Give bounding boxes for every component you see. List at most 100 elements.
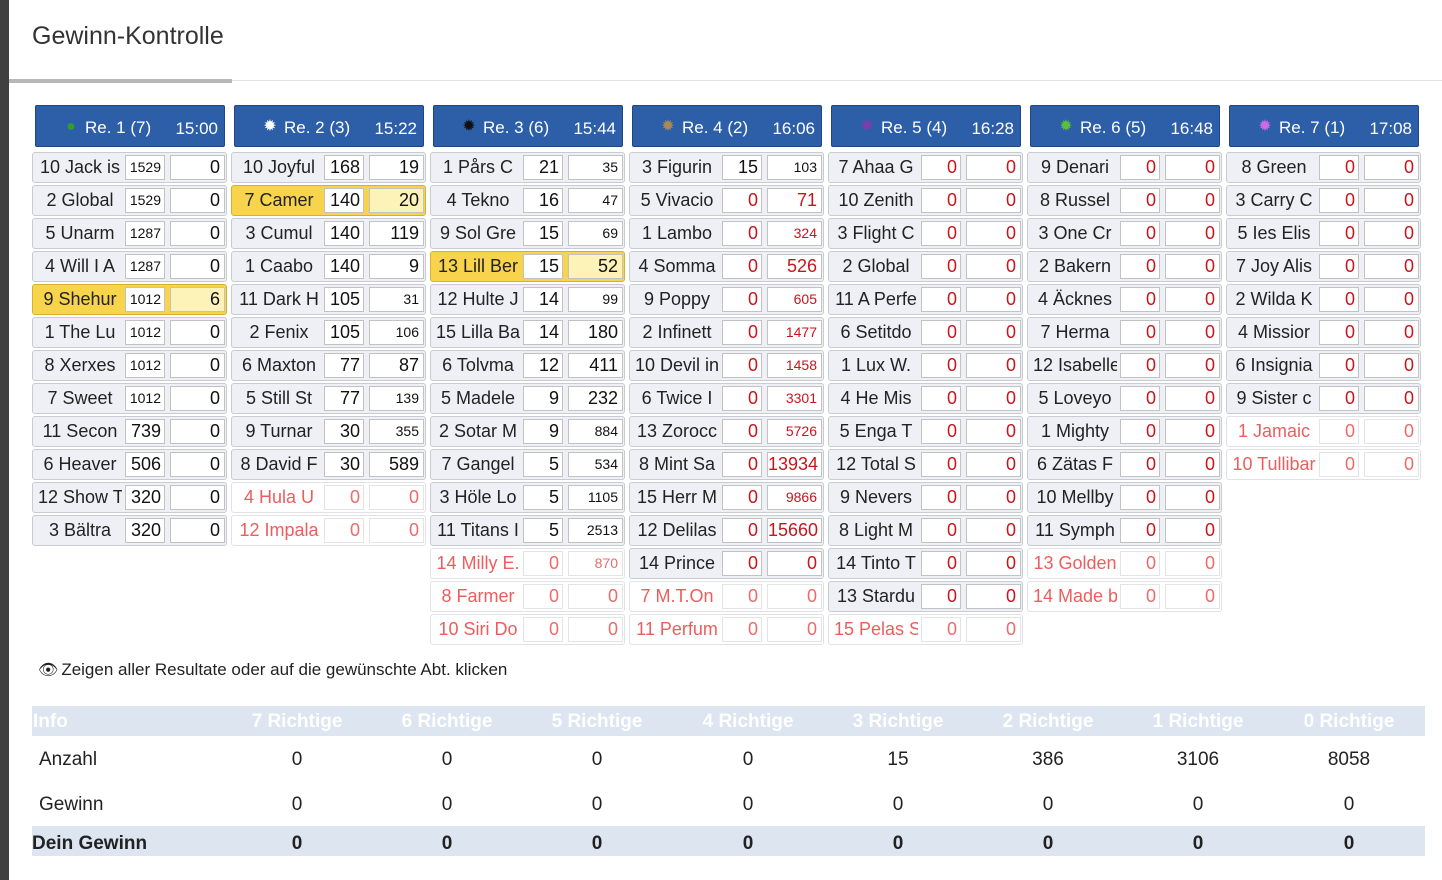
horse-row[interactable]: 6 Tolvma 12 411 [430,350,625,381]
horse-row[interactable]: 3 Bältra 320 0 [32,515,227,546]
horse-row[interactable]: 7 Gangel 5 534 [430,449,625,480]
horse-row[interactable]: 8 Farmer 0 0 [430,581,625,612]
horse-row[interactable]: 9 Shehur 1012 6 [32,284,227,315]
race-header-5[interactable]: ✹ Re. 5 (4) 16:28 [831,105,1021,147]
horse-row[interactable]: 15 Lilla Ba 14 180 [430,317,625,348]
horse-row[interactable]: 11 Symph 0 0 [1027,515,1222,546]
horse-row[interactable]: 2 Global 0 0 [828,251,1023,282]
horse-row[interactable]: 1 Jamaic 0 0 [1226,416,1421,447]
horse-row[interactable]: 9 Sol Gre 15 69 [430,218,625,249]
horse-row[interactable]: 13 Zorocc 0 5726 [629,416,824,447]
horse-row[interactable]: 13 Golden 0 0 [1027,548,1222,579]
horse-row[interactable]: 10 Tullibar 0 0 [1226,449,1421,480]
horse-row[interactable]: 9 Turnar 30 355 [231,416,426,447]
horse-row[interactable]: 2 Infinett 0 1477 [629,317,824,348]
horse-row[interactable]: 5 Vivacio 0 71 [629,185,824,216]
horse-row[interactable]: 11 Dark H 105 31 [231,284,426,315]
horse-row[interactable]: 9 Denari 0 0 [1027,152,1222,183]
horse-row[interactable]: 11 Perfum 0 0 [629,614,824,645]
horse-row[interactable]: 1 Caabo 140 9 [231,251,426,282]
horse-row[interactable]: 2 Fenix 105 106 [231,317,426,348]
horse-row[interactable]: 11 A Perfe 0 0 [828,284,1023,315]
horse-row[interactable]: 12 Show T 320 0 [32,482,227,513]
horse-row[interactable]: 7 Joy Alis 0 0 [1226,251,1421,282]
horse-row[interactable]: 5 Ies Elis 0 0 [1226,218,1421,249]
horse-row[interactable]: 5 Still St 77 139 [231,383,426,414]
horse-row[interactable]: 12 Hulte J 14 99 [430,284,625,315]
horse-row[interactable]: 9 Nevers 0 0 [828,482,1023,513]
horse-row[interactable]: 7 Herma 0 0 [1027,317,1222,348]
horse-row[interactable]: 7 M.T.On 0 0 [629,581,824,612]
horse-row[interactable]: 6 Twice I 0 3301 [629,383,824,414]
horse-row[interactable]: 1 Pårs C 21 35 [430,152,625,183]
horse-row[interactable]: 10 Jack is 1529 0 [32,152,227,183]
horse-row[interactable]: 4 Tekno 16 47 [430,185,625,216]
horse-row[interactable]: 8 David F 30 589 [231,449,426,480]
horse-row[interactable]: 14 Milly E. 0 870 [430,548,625,579]
horse-row[interactable]: 10 Mellby 0 0 [1027,482,1222,513]
race-header-6[interactable]: ✹ Re. 6 (5) 16:48 [1030,105,1220,147]
horse-row[interactable]: 3 Cumul 140 119 [231,218,426,249]
horse-row[interactable]: 13 Stardu 0 0 [828,581,1023,612]
horse-row[interactable]: 1 The Lu 1012 0 [32,317,227,348]
horse-row[interactable]: 1 Mighty 0 0 [1027,416,1222,447]
horse-row[interactable]: 6 Setitdo 0 0 [828,317,1023,348]
horse-row[interactable]: 11 Secon 739 0 [32,416,227,447]
horse-row[interactable]: 15 Herr M 0 9866 [629,482,824,513]
horse-row[interactable]: 14 Prince 0 0 [629,548,824,579]
horse-row[interactable]: 11 Titans I 5 2513 [430,515,625,546]
horse-row[interactable]: 2 Sotar M 9 884 [430,416,625,447]
horse-row[interactable]: 5 Unarm 1287 0 [32,218,227,249]
horse-row[interactable]: 10 Siri Do 0 0 [430,614,625,645]
horse-row[interactable]: 10 Zenith 0 0 [828,185,1023,216]
horse-row[interactable]: 7 Sweet 1012 0 [32,383,227,414]
race-header-1[interactable]: ● Re. 1 (7) 15:00 [35,105,225,147]
horse-row[interactable]: 1 Lux W. 0 0 [828,350,1023,381]
horse-row[interactable]: 8 Xerxes 1012 0 [32,350,227,381]
race-header-2[interactable]: ✹ Re. 2 (3) 15:22 [234,105,424,147]
horse-row[interactable]: 8 Green 0 0 [1226,152,1421,183]
horse-row[interactable]: 6 Insignia 0 0 [1226,350,1421,381]
horse-row[interactable]: 2 Bakern 0 0 [1027,251,1222,282]
horse-row[interactable]: 12 Isabelle 0 0 [1027,350,1222,381]
horse-row[interactable]: 3 One Cr 0 0 [1027,218,1222,249]
horse-row[interactable]: 4 He Mis 0 0 [828,383,1023,414]
horse-row[interactable]: 6 Heaver 506 0 [32,449,227,480]
horse-row[interactable]: 5 Loveyo 0 0 [1027,383,1222,414]
horse-row[interactable]: 10 Devil in 0 1458 [629,350,824,381]
horse-row[interactable]: 6 Maxton 77 87 [231,350,426,381]
horse-row[interactable]: 12 Impala 0 0 [231,515,426,546]
horse-row[interactable]: 4 Äcknes 0 0 [1027,284,1222,315]
horse-row[interactable]: 3 Höle Lo 5 1105 [430,482,625,513]
horse-row[interactable]: 2 Global 1529 0 [32,185,227,216]
horse-row[interactable]: 7 Camer 140 20 [231,185,426,216]
horse-row[interactable]: 8 Mint Sa 0 13934 [629,449,824,480]
race-header-7[interactable]: ✹ Re. 7 (1) 17:08 [1229,105,1419,147]
horse-row[interactable]: 3 Figurin 15 103 [629,152,824,183]
horse-row[interactable]: 9 Poppy 0 605 [629,284,824,315]
horse-row[interactable]: 4 Somma 0 526 [629,251,824,282]
horse-row[interactable]: 13 Lill Ber 15 52 [430,251,625,282]
horse-row[interactable]: 8 Russel 0 0 [1027,185,1222,216]
horse-row[interactable]: 1 Lambo 0 324 [629,218,824,249]
show-all-results-link[interactable]: 👁 Zeigen aller Resultate oder auf die gew… [38,660,507,680]
horse-row[interactable]: 4 Will I A 1287 0 [32,251,227,282]
horse-row[interactable]: 4 Missior 0 0 [1226,317,1421,348]
horse-row[interactable]: 10 Joyful 168 19 [231,152,426,183]
horse-row[interactable]: 5 Madele 9 232 [430,383,625,414]
horse-row[interactable]: 12 Delilas 0 15660 [629,515,824,546]
race-header-4[interactable]: ✹ Re. 4 (2) 16:06 [632,105,822,147]
race-header-3[interactable]: ✹ Re. 3 (6) 15:44 [433,105,623,147]
